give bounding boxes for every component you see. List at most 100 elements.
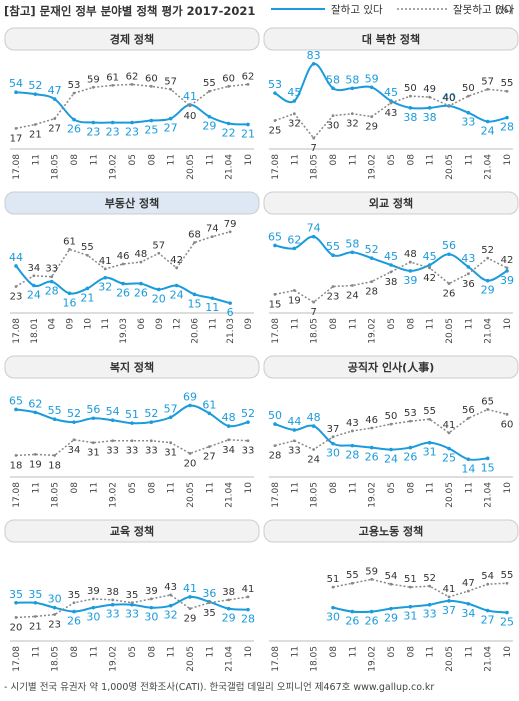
x-tick-label: 10 — [244, 482, 254, 494]
point-good — [174, 283, 179, 288]
point-good — [246, 607, 250, 612]
data-label-bad: 62 — [126, 71, 139, 82]
data-label-good: 35 — [9, 588, 23, 601]
data-label-good: 52 — [28, 79, 42, 92]
data-label-good: 35 — [28, 588, 42, 601]
data-label-good: 50 — [268, 409, 282, 422]
x-tick-label: 11 — [208, 318, 218, 329]
point-bad — [188, 607, 192, 611]
x-tick-label: 11 — [464, 482, 474, 493]
data-label-good: 58 — [345, 237, 359, 250]
point-good — [427, 602, 432, 607]
x-tick-label: 18.05 — [51, 154, 61, 180]
point-bad — [207, 445, 211, 448]
chart-title-box — [4, 191, 260, 215]
data-label-bad: 42 — [423, 273, 436, 284]
data-label-bad: 35 — [203, 608, 216, 619]
data-label-bad: 43 — [385, 108, 398, 119]
x-tick-label: 05 — [128, 482, 138, 493]
data-label-good: 33 — [461, 116, 475, 129]
data-label-good: 58 — [345, 73, 359, 86]
chart-title-box — [263, 519, 519, 543]
data-label-good: 56 — [442, 239, 456, 252]
point-bad — [273, 292, 277, 296]
x-tick-label: 20.05 — [445, 482, 455, 508]
data-label-bad: 38 — [106, 587, 119, 598]
point-good — [14, 264, 18, 268]
data-label-bad: 68 — [188, 230, 201, 241]
data-label-good: 33 — [125, 608, 139, 621]
data-label-bad: 38 — [385, 277, 398, 288]
chart-title-box — [263, 355, 519, 379]
point-good — [91, 416, 96, 421]
point-bad — [447, 282, 451, 285]
x-tick-label: 21.04 — [484, 646, 494, 672]
point-bad — [193, 241, 196, 244]
data-label-good: 24 — [170, 289, 184, 302]
data-label-good: 27 — [164, 122, 178, 135]
point-good — [447, 599, 451, 603]
data-label-bad: 29 — [365, 122, 378, 133]
data-label-bad: 21 — [29, 129, 42, 140]
point-good — [273, 422, 277, 426]
data-label-bad: 18 — [48, 460, 61, 471]
point-bad — [408, 585, 412, 589]
data-label-bad: 52 — [423, 573, 436, 584]
point-bad — [350, 581, 354, 585]
data-label-good: 32 — [98, 281, 112, 294]
data-label-bad: 24 — [307, 455, 320, 466]
data-label-good: 61 — [202, 398, 216, 411]
chart-panel-5: 공직자 인사(人事) 17.08 11 18.05 08 11 19.02 05 08 11 20.… — [263, 355, 519, 508]
point-bad — [14, 454, 18, 457]
data-label-bad: 34 — [222, 445, 235, 456]
data-label-bad: 59 — [87, 74, 100, 85]
point-good — [311, 62, 316, 66]
data-label-bad: 26 — [443, 289, 456, 300]
data-label-bad: 39 — [87, 586, 100, 597]
point-bad — [408, 260, 412, 264]
x-tick-label: 11 — [89, 482, 99, 493]
point-good — [226, 121, 231, 126]
point-bad — [149, 439, 153, 443]
data-label-good: 40 — [442, 91, 456, 104]
data-label-good: 29 — [481, 284, 495, 297]
point-good — [14, 600, 18, 605]
data-label-good: 52 — [67, 407, 81, 420]
point-bad — [428, 584, 432, 588]
point-good — [207, 114, 212, 119]
point-bad — [169, 593, 173, 597]
point-bad — [246, 595, 250, 599]
point-good — [188, 595, 192, 599]
x-tick-label: 06 — [137, 318, 147, 330]
data-label-bad: 36 — [462, 279, 475, 290]
point-bad — [53, 117, 57, 120]
point-bad — [505, 266, 509, 270]
point-good — [292, 99, 297, 103]
chart-title-box — [4, 519, 260, 543]
data-label-bad: 46 — [117, 251, 130, 262]
x-tick-label: 11 — [31, 154, 41, 165]
point-good — [149, 118, 154, 123]
x-tick-label: 10 — [503, 154, 513, 166]
x-tick-label: 11 — [89, 154, 99, 165]
x-tick-label: 19.02 — [109, 154, 119, 180]
x-tick-label: 11 — [167, 646, 177, 657]
x-tick-label: 05 — [128, 154, 138, 165]
point-bad — [389, 582, 393, 586]
point-good — [408, 604, 413, 609]
x-tick-label: 11 — [167, 154, 177, 165]
data-label-good: 16 — [63, 296, 77, 309]
chart-panel-0: 경제 정책 17.08 11 18.05 08 11 19.02 05 08 11 20.05 11 2… — [4, 27, 260, 180]
data-label-bad: 55 — [346, 570, 359, 581]
x-tick-label: 19.02 — [368, 154, 378, 180]
point-bad — [68, 247, 71, 251]
point-good — [33, 600, 38, 605]
data-label-good: 34 — [461, 607, 475, 620]
point-good — [121, 281, 125, 286]
point-bad — [447, 595, 451, 599]
point-bad — [149, 84, 153, 88]
point-bad — [389, 270, 393, 274]
data-label-bad: 53 — [404, 408, 417, 419]
data-label-good: 55 — [326, 240, 340, 253]
point-bad — [72, 91, 76, 95]
